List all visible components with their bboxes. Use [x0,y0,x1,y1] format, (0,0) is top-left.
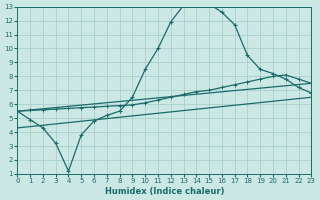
X-axis label: Humidex (Indice chaleur): Humidex (Indice chaleur) [105,187,224,196]
